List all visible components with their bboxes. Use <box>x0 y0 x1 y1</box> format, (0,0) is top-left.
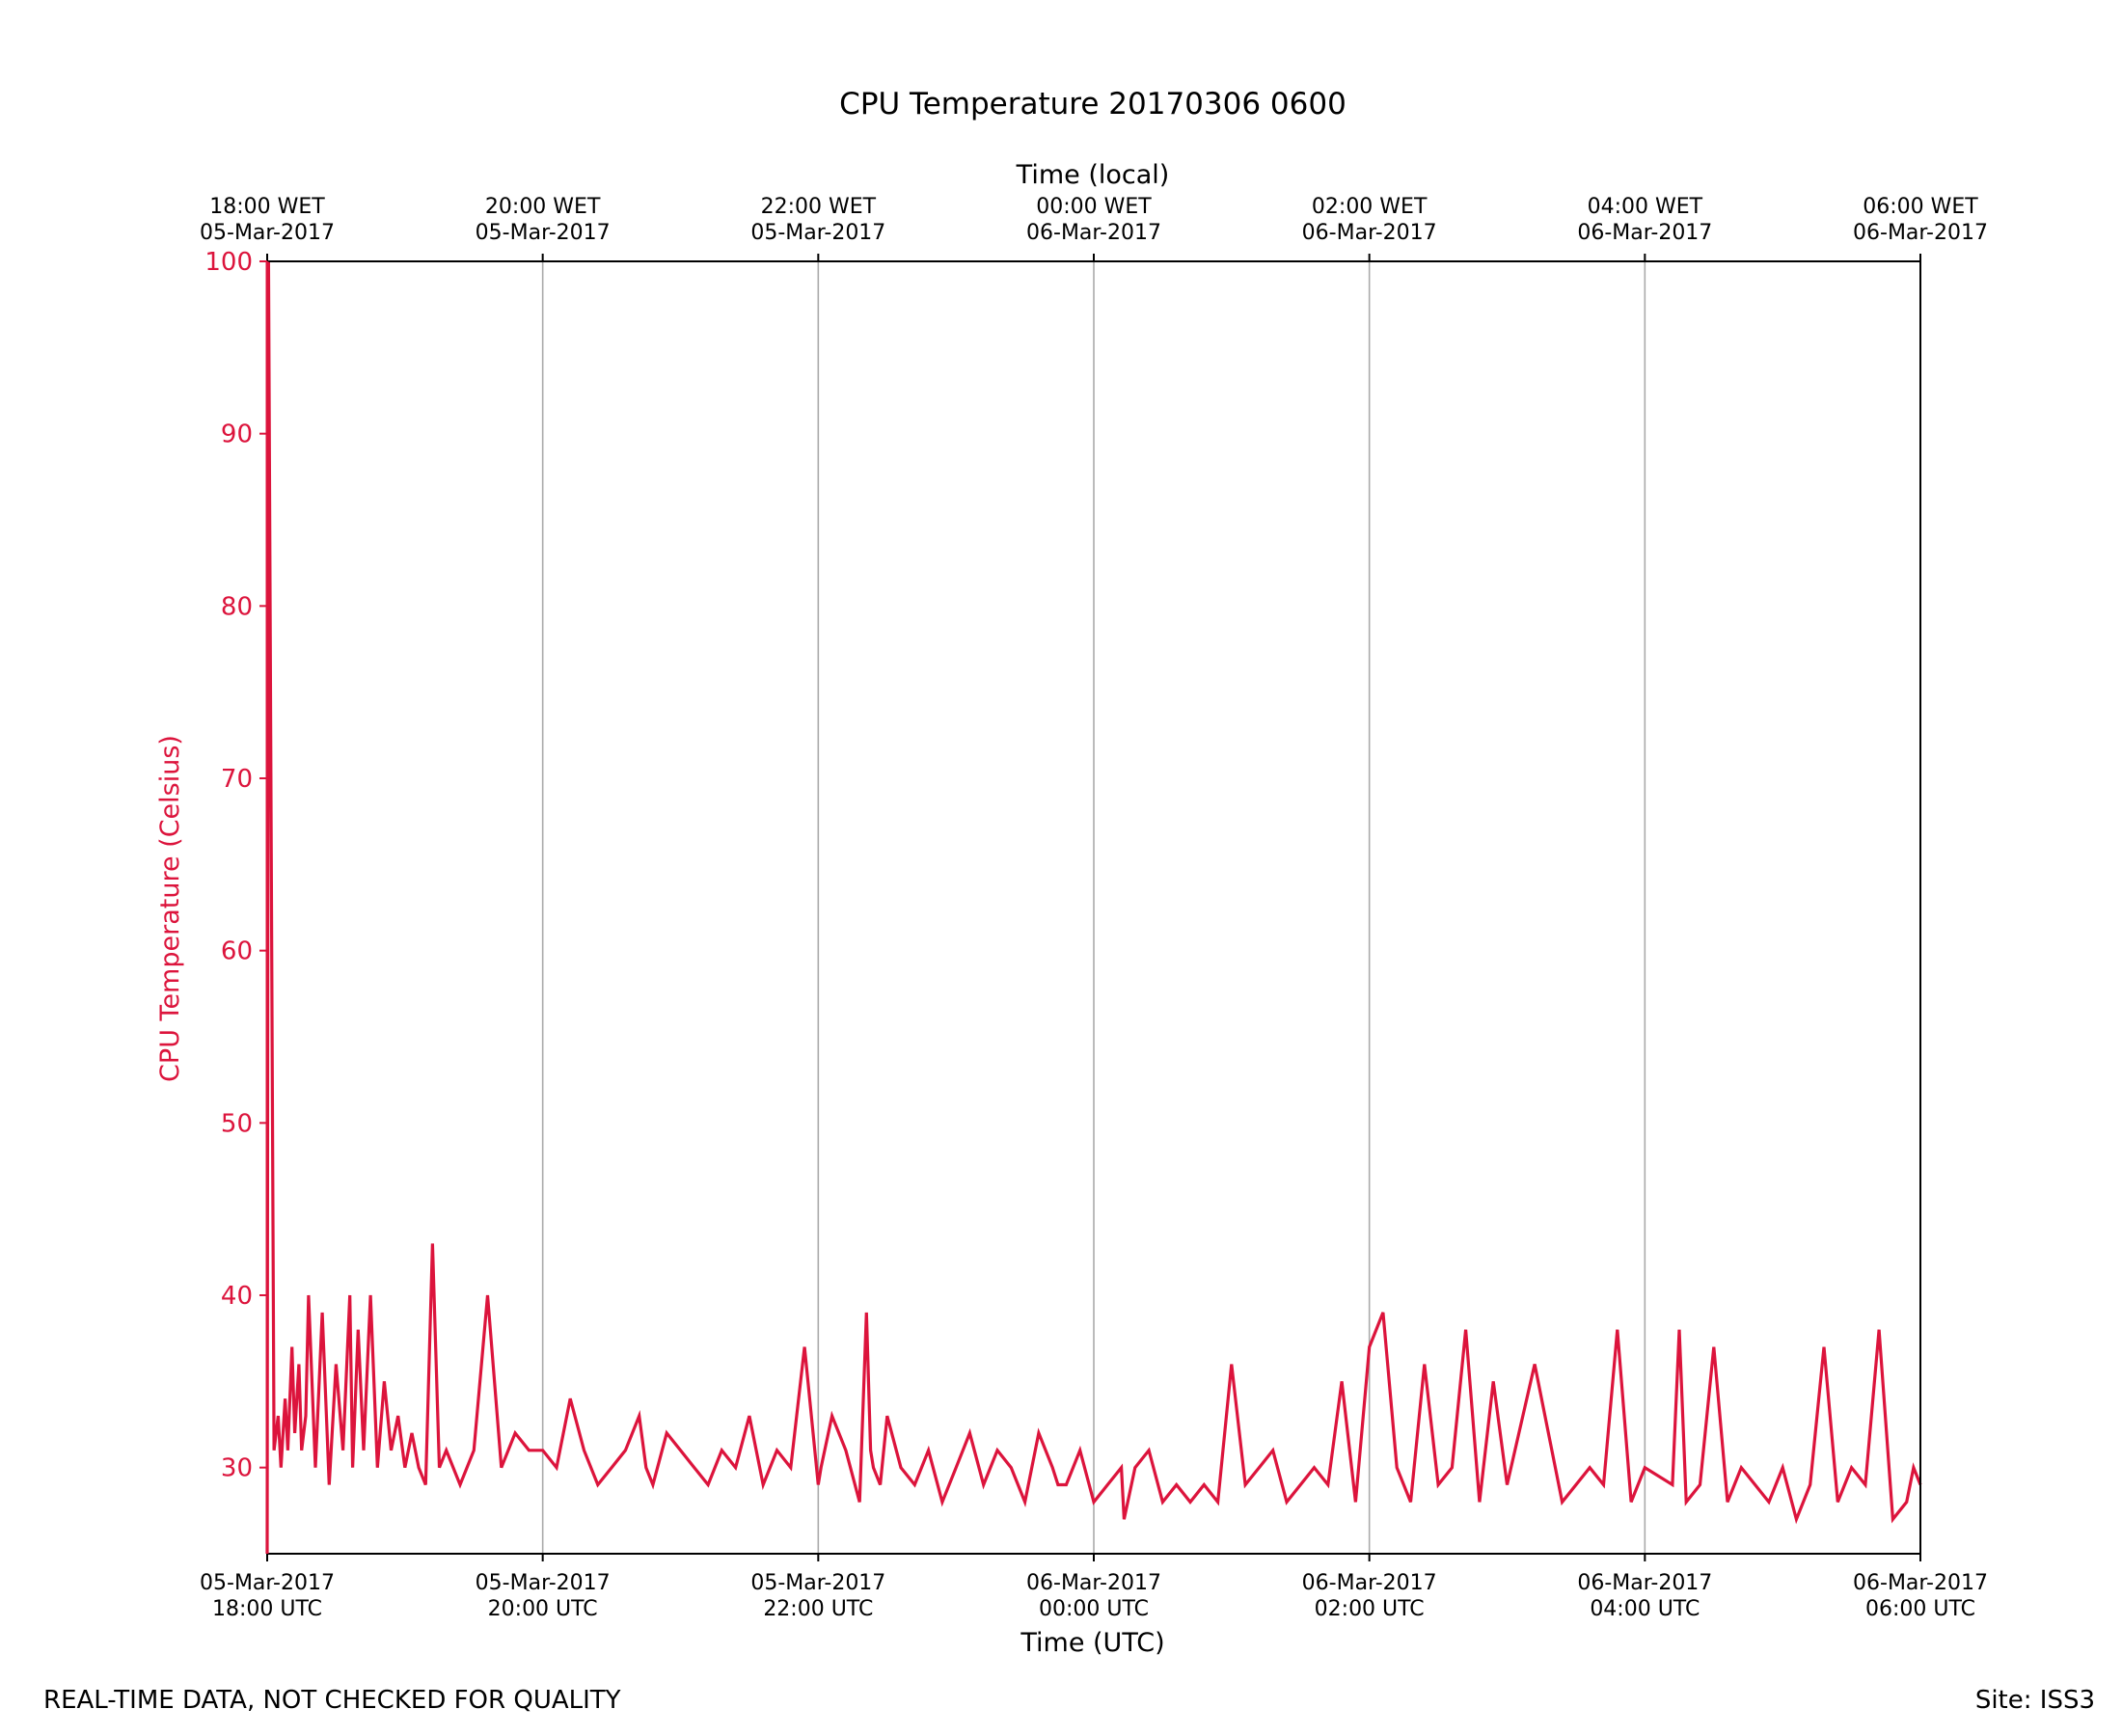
y-tick-label: 30 <box>221 1454 253 1483</box>
x-tick-label-bottom-time: 02:00 UTC <box>1315 1597 1425 1621</box>
x-tick-label-bottom-date: 06-Mar-2017 <box>1577 1571 1712 1595</box>
x-tick-label-bottom-date: 05-Mar-2017 <box>750 1571 885 1595</box>
x-tick-label-top-date: 06-Mar-2017 <box>1026 221 1161 245</box>
top-axis-label: Time (local) <box>1016 160 1170 190</box>
y-tick-label: 90 <box>221 420 253 449</box>
y-tick-label: 40 <box>221 1282 253 1311</box>
series-line-cpu-temperature <box>265 260 1922 1555</box>
x-tick-label-bottom-time: 06:00 UTC <box>1865 1597 1975 1621</box>
x-tick-label-bottom-date: 05-Mar-2017 <box>200 1571 335 1595</box>
quality-disclaimer: REAL-TIME DATA, NOT CHECKED FOR QUALITY <box>43 1686 621 1715</box>
y-tick-label: 50 <box>221 1109 253 1138</box>
x-tick-label-top-date: 06-Mar-2017 <box>1853 221 1988 245</box>
x-tick-label-bottom-time: 18:00 UTC <box>212 1597 322 1621</box>
x-tick-label-top-date: 06-Mar-2017 <box>1577 221 1712 245</box>
x-tick-label-top-time: 04:00 WET <box>1588 195 1703 219</box>
x-tick-label-bottom-date: 05-Mar-2017 <box>476 1571 611 1595</box>
x-tick-label-top-time: 06:00 WET <box>1863 195 1978 219</box>
x-axis-label: Time (UTC) <box>1020 1628 1164 1658</box>
x-tick-label-bottom-time: 04:00 UTC <box>1590 1597 1700 1621</box>
x-tick-label-top-date: 05-Mar-2017 <box>200 221 335 245</box>
x-tick-label-top-time: 22:00 WET <box>761 195 877 219</box>
y-tick-label: 60 <box>221 937 253 966</box>
x-tick-label-bottom-time: 20:00 UTC <box>488 1597 598 1621</box>
x-tick-label-top-date: 05-Mar-2017 <box>750 221 885 245</box>
x-tick-label-top-time: 00:00 WET <box>1036 195 1152 219</box>
x-tick-label-top-date: 05-Mar-2017 <box>476 221 611 245</box>
x-tick-label-bottom-time: 22:00 UTC <box>763 1597 873 1621</box>
x-tick-label-top-time: 02:00 WET <box>1312 195 1428 219</box>
x-tick-label-bottom-time: 00:00 UTC <box>1039 1597 1149 1621</box>
x-tick-label-top-time: 18:00 WET <box>209 195 325 219</box>
x-tick-label-top-time: 20:00 WET <box>485 195 601 219</box>
y-tick-label: 80 <box>221 592 253 621</box>
y-axis-label: CPU Temperature (Celsius) <box>155 735 185 1082</box>
x-tick-label-bottom-date: 06-Mar-2017 <box>1853 1571 1988 1595</box>
x-tick-label-bottom-date: 06-Mar-2017 <box>1026 1571 1161 1595</box>
chart-title: CPU Temperature 20170306 0600 <box>839 87 1347 122</box>
series-layer <box>265 260 1922 1555</box>
x-tick-label-bottom-date: 06-Mar-2017 <box>1302 1571 1437 1595</box>
x-tick-label-top-date: 06-Mar-2017 <box>1302 221 1437 245</box>
site-label: Site: ISS3 <box>1974 1686 2095 1715</box>
vertical-gridlines <box>541 261 1646 1554</box>
y-tick-label: 70 <box>221 765 253 794</box>
y-tick-label: 100 <box>204 248 253 277</box>
